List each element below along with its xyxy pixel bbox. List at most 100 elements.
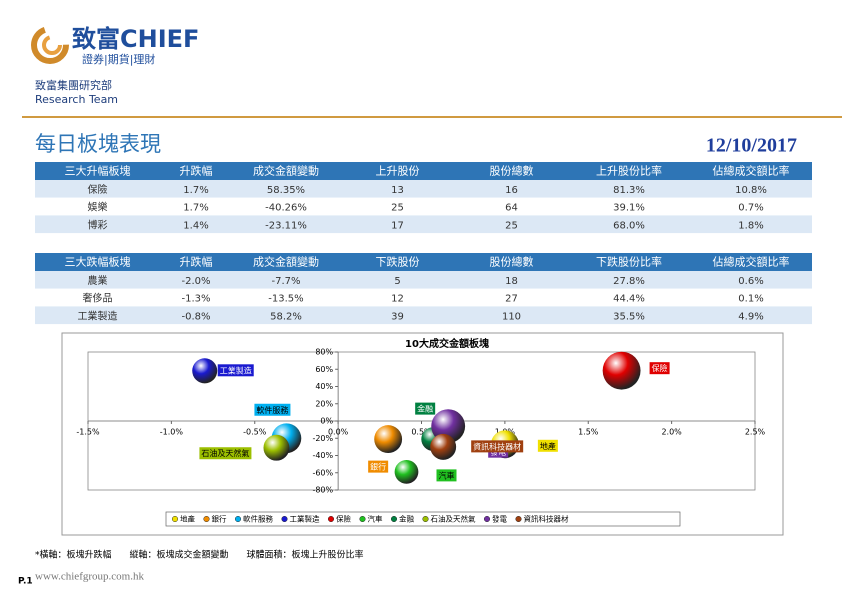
table-cell: 16 — [505, 185, 518, 196]
table-cell: 44.4% — [613, 294, 645, 305]
bubble-label-box — [436, 469, 457, 482]
y-tick-label: 80% — [315, 348, 333, 357]
table-cell: 81.3% — [613, 185, 645, 196]
table-header-cell: 佔總成交額比率 — [713, 164, 790, 178]
table-cell: 58.2% — [270, 311, 302, 322]
logo-swirl — [42, 35, 62, 55]
bubble-label-box — [199, 447, 252, 460]
y-tick-label: -40% — [312, 451, 333, 460]
chart-title: 10大成交金額板塊 — [405, 337, 489, 350]
bubble-label-box — [415, 402, 436, 415]
brand: 致富CHIEF — [72, 25, 199, 53]
table-cell: 27.8% — [613, 276, 645, 287]
table-cell: 25 — [505, 220, 518, 231]
table-cell: 娛樂 — [88, 201, 108, 214]
y-tick-label: 40% — [315, 382, 333, 391]
table-cell: 4.9% — [738, 311, 763, 322]
table-cell: 1.8% — [738, 220, 763, 231]
table-header-cell: 下跌股份 — [376, 255, 420, 269]
bubble-label-box — [471, 440, 524, 453]
page-number: P.1 — [18, 577, 33, 587]
bubble-label: 銀行 — [370, 462, 386, 472]
legend-marker — [203, 515, 210, 523]
table-header-bg — [35, 253, 812, 271]
legend-marker — [515, 515, 522, 523]
logo — [31, 26, 69, 64]
table-cell: -23.11% — [265, 220, 307, 231]
tagline: 證券|期貨|理財 — [82, 52, 155, 66]
table-cell: -2.0% — [181, 276, 210, 287]
table-cell: 1.4% — [183, 220, 208, 231]
x-tick-label: -0.5% — [243, 428, 267, 437]
bubble — [192, 358, 218, 384]
chart: -1.5%-1.0%-0.5%0.0%0.5%1.0%1.5%2.0%2.5%-… — [76, 348, 765, 524]
y-tick-label: -60% — [312, 468, 333, 477]
bubble-label: 金融 — [417, 404, 433, 414]
legend-marker — [390, 515, 398, 523]
y-tick-label: 0% — [320, 417, 333, 426]
table-cell: -7.7% — [271, 276, 300, 287]
bubble-label: 地產 — [540, 441, 556, 451]
table-cell: 12 — [391, 294, 404, 305]
legend-marker — [281, 515, 288, 523]
table-row-bg — [35, 271, 812, 289]
website: www.chiefgroup.com.hk — [35, 571, 144, 583]
table-header-cell: 股份總數 — [490, 164, 534, 178]
table-header-cell: 三大跌幅板塊 — [65, 255, 131, 269]
bubble — [602, 351, 641, 390]
table-header-cell: 成交金額變動 — [253, 255, 319, 269]
legend-label: 資訊科技器材 — [523, 514, 568, 524]
table-header-cell: 下跌股份比率 — [596, 255, 662, 269]
bubble-label: 軟件服務 — [256, 405, 288, 415]
department: 致富集團研究部 — [35, 78, 112, 92]
legend-marker — [359, 515, 366, 523]
legend-label: 發電 — [492, 515, 507, 524]
table-cell: 1.7% — [183, 185, 208, 196]
table-header-cell: 上升股份 — [376, 165, 420, 178]
legend-marker — [483, 515, 491, 523]
table-cell: 25 — [391, 203, 404, 214]
table-header-bg — [35, 162, 812, 180]
table-cell: 0.6% — [738, 276, 763, 287]
table-cell: 1.7% — [183, 203, 208, 214]
legend-label: 汽車 — [367, 514, 382, 524]
bubble-label: 保險 — [652, 363, 668, 373]
bubble-label-box — [537, 439, 558, 452]
legend-marker — [422, 515, 429, 523]
table-row-bg — [35, 180, 812, 198]
table-cell: 17 — [391, 220, 404, 231]
table-cell: 110 — [502, 311, 521, 322]
page-title: 每日板塊表現 — [35, 132, 161, 156]
legend-label: 保險 — [336, 514, 351, 524]
x-tick-label: 1.5% — [578, 428, 599, 437]
table-cell: 保險 — [88, 183, 108, 196]
table-cell: 0.1% — [738, 294, 763, 305]
table-header-cell: 成交金額變動 — [253, 164, 319, 178]
y-tick-label: 60% — [315, 365, 333, 374]
y-tick-label: -20% — [312, 434, 333, 443]
table-cell: 13 — [391, 185, 404, 196]
table-row-bg — [35, 197, 812, 216]
table-header-cell: 升跌幅 — [180, 255, 213, 269]
table-cell: 奢侈品 — [83, 292, 113, 305]
bubble-label-box — [217, 364, 254, 377]
y-tick-label: -80% — [312, 486, 333, 495]
bubble-label: 石油及天然氣 — [201, 448, 249, 458]
legend-label: 銀行 — [211, 514, 226, 524]
table-cell: 68.0% — [613, 220, 645, 231]
x-tick-label: 2.0% — [661, 428, 682, 437]
table-row-bg — [35, 306, 812, 325]
x-tick-label: 0.5% — [411, 428, 432, 437]
table-cell: 5 — [394, 276, 400, 287]
table-cell: 18 — [505, 276, 518, 287]
footnote: *橫軸：板塊升跌幅 縱軸：板塊成交金額變動 球體面積：板塊上升股份比率 — [35, 549, 364, 561]
legend-label: 地產 — [180, 514, 195, 524]
y-tick-label: 20% — [315, 399, 333, 408]
table-cell: -1.3% — [181, 294, 210, 305]
team: Research Team — [35, 93, 118, 106]
table-cell: 39 — [391, 311, 404, 322]
table-header-cell: 佔總成交額比率 — [713, 255, 790, 269]
table-cell: 58.35% — [267, 185, 305, 196]
table-header-cell: 升跌幅 — [180, 164, 213, 178]
x-tick-label: -1.0% — [160, 428, 184, 437]
